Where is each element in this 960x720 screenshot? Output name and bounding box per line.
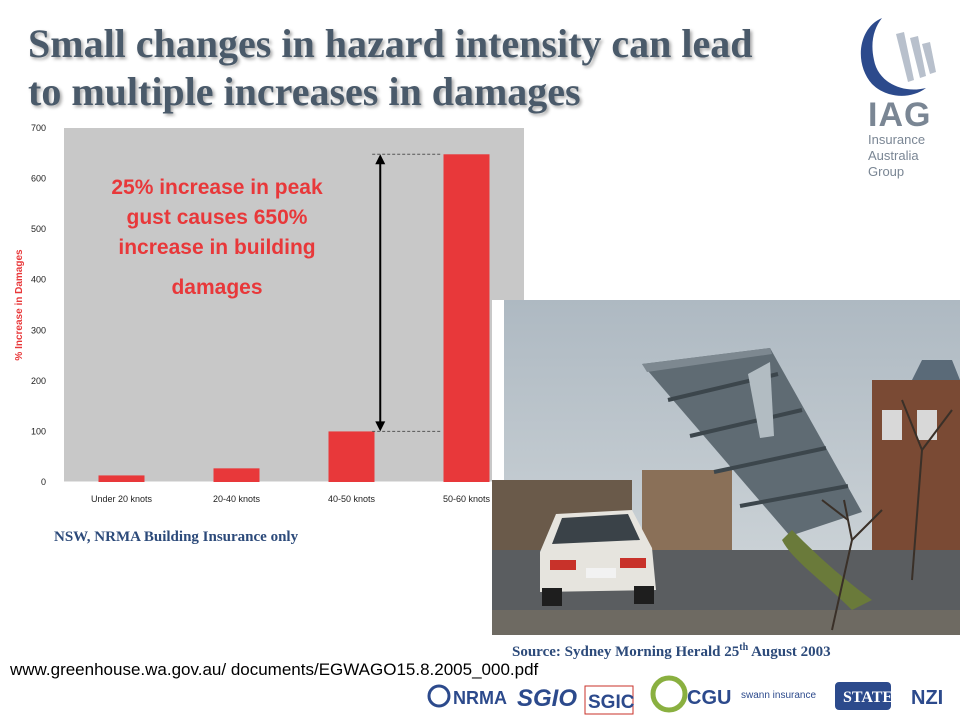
bar — [98, 475, 145, 482]
slide-title: Small changes in hazard intensity can le… — [28, 20, 848, 116]
brand-sgio: SGIO — [517, 685, 577, 712]
chart-annotation: 25% increase in peak gust causes 650% in… — [111, 176, 323, 299]
bars — [64, 154, 525, 487]
annotation-line-2: gust causes 650% — [127, 206, 308, 229]
source-suffix: August 2003 — [748, 644, 831, 660]
car — [540, 510, 656, 606]
x-tick-label: 40-50 knots — [328, 494, 376, 504]
sgic-logo: SGIC — [584, 685, 635, 715]
title-line-1: Small changes in hazard intensity can le… — [28, 21, 753, 66]
damage-bar-chart: 0 100 200 300 400 500 600 700 Under 20 knots 20-… — [14, 123, 525, 504]
y-tick-label: 600 — [31, 174, 46, 184]
brand-nzi: NZI — [911, 687, 943, 709]
nrma-logo: NRMA — [427, 684, 507, 708]
brand-swann: swann insurance — [741, 690, 816, 701]
source-url[interactable]: www.greenhouse.wa.gov.au/ documents/EGWA… — [10, 660, 539, 679]
x-tick-label: 50-60 knots — [443, 494, 491, 504]
logo-subtitle: Insurance Australia Group — [868, 132, 925, 180]
y-tick-label: 300 — [31, 325, 46, 335]
x-tick-label: 20-40 knots — [213, 494, 261, 504]
y-tick-label: 100 — [31, 426, 46, 436]
logo-sub-3: Group — [868, 164, 905, 179]
bar — [213, 468, 260, 482]
brand-nrma: NRMA — [453, 688, 507, 708]
photo-source: Source: Sydney Morning Herald 25th Augus… — [512, 642, 831, 661]
title-line-2: to multiple increases in damages — [28, 69, 581, 114]
y-axis: 0 100 200 300 400 500 600 700 — [31, 123, 46, 487]
source-sup: th — [739, 642, 749, 653]
arrow-head-up — [375, 154, 386, 165]
iag-logo — [860, 18, 936, 96]
annotation-line-1: 25% increase in peak — [111, 176, 323, 199]
chart-note: NSW, NRMA Building Insurance only — [54, 529, 299, 545]
y-axis-label: % Increase in Damages — [14, 249, 25, 361]
y-tick-label: 500 — [31, 224, 46, 234]
logo-wordmark: IAG — [868, 96, 932, 134]
annotation-line-4: damages — [171, 276, 262, 299]
y-tick-label: 400 — [31, 275, 46, 285]
source-prefix: Source: Sydney Morning Herald 25 — [512, 644, 740, 660]
annotation-line-3: increase in building — [118, 236, 315, 259]
brand-state: STATE — [843, 689, 893, 706]
y-tick-label: 0 — [41, 477, 46, 487]
brand-logos: NRMA SGIO SGIC CGU swann insurance STATE… — [427, 675, 943, 715]
arrow-head-down — [375, 421, 386, 432]
y-tick-label: 700 — [31, 123, 46, 133]
x-tick-label: Under 20 knots — [91, 494, 153, 504]
logo-sub-1: Insurance — [868, 132, 926, 147]
storm-damage-photo — [492, 300, 960, 635]
brand-sgic: SGIC — [588, 692, 635, 713]
logo-sub-2: Australia — [868, 148, 919, 163]
increase-arrow — [372, 153, 442, 432]
bar — [443, 154, 490, 482]
x-axis-labels: Under 20 knots 20-40 knots 40-50 knots 50-6… — [91, 494, 491, 504]
brand-cgu: CGU — [687, 687, 731, 709]
y-tick-label: 200 — [31, 376, 46, 386]
bar — [328, 431, 375, 482]
state-logo: STATE — [835, 682, 893, 710]
